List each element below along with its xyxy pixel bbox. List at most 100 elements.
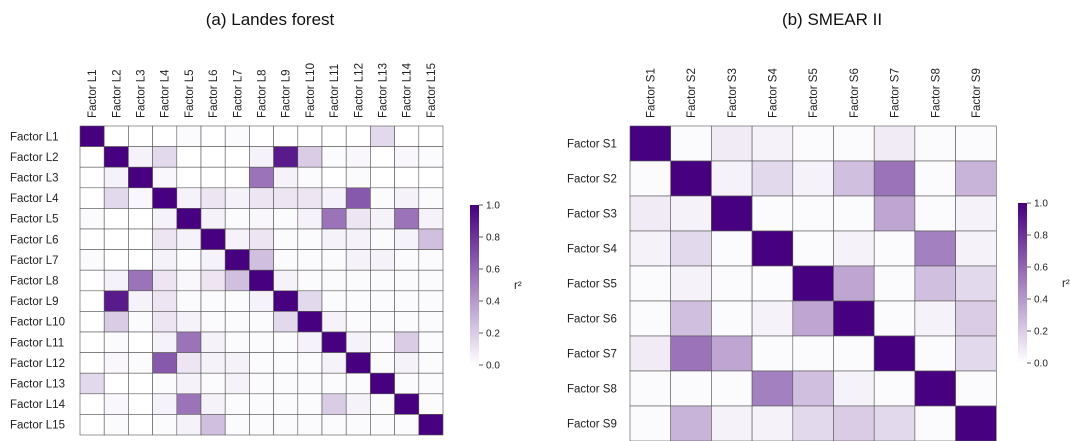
heatmap-cell-a-8-5 [176,269,202,292]
row-label-a-1: Factor L1 [10,131,59,143]
heatmap-cell-a-11-9 [273,331,299,353]
heatmap-cell-a-1-2 [103,125,129,147]
heatmap-cell-a-3-11 [321,166,347,189]
heatmap-cell-b-8-2 [670,370,712,407]
heatmap-cell-b-6-5 [792,300,834,337]
heatmap-cell-b-8-8 [914,370,956,407]
heatmap-cell-b-7-8 [914,335,956,372]
heatmap-cell-a-13-14 [394,372,420,395]
heatmap-cell-a-12-14 [394,352,420,374]
row-label-b-9: Factor S9 [567,419,617,431]
heatmap-cell-a-4-8 [249,187,274,209]
heatmap-cell-a-10-6 [200,311,226,333]
heatmap-cell-a-13-11 [321,372,347,395]
heatmap-cell-a-7-3 [128,249,153,271]
heatmap-cell-a-9-8 [249,290,274,312]
colorbar-a [470,205,479,365]
heatmap-cell-a-5-12 [345,208,371,230]
heatmap-cell-a-3-14 [394,166,420,189]
heatmap-cell-b-4-8 [914,230,956,267]
heatmap-cell-a-6-8 [249,228,274,250]
col-label-a-1: Factor L1 [87,69,99,118]
colorbar-tick-label-b-1: 0.2 [1034,327,1048,338]
heatmap-cell-a-2-13 [370,146,395,168]
heatmap-cell-b-9-6 [833,405,875,441]
heatmap-cell-b-1-7 [873,125,916,162]
heatmap-cell-a-2-14 [394,146,420,168]
heatmap-cell-a-1-1 [79,125,105,147]
heatmap-cell-a-1-6 [200,125,226,147]
heatmap-cell-a-15-10 [297,414,323,436]
heatmap-cell-b-1-2 [670,125,712,162]
heatmap-cell-a-7-10 [297,249,323,271]
col-label-b-6: Factor S6 [849,68,861,118]
row-label-a-13: Factor L13 [10,379,65,391]
heatmap-cell-a-14-14 [394,393,420,415]
heatmap-cell-b-4-7 [873,230,916,267]
heatmap-cell-a-2-9 [273,146,299,168]
colorbar-tick-label-b-0: 0.0 [1034,359,1048,370]
heatmap-cell-a-6-1 [79,228,105,250]
heatmap-cell-a-3-9 [273,166,299,189]
heatmap-cell-b-2-2 [670,160,712,197]
heatmap-cell-a-10-4 [152,311,178,333]
heatmap-cell-a-9-13 [370,290,395,312]
heatmap-cell-a-11-14 [394,331,420,353]
heatmap-cell-a-6-14 [394,228,420,250]
heatmap-cell-a-2-6 [200,146,226,168]
heatmap-cell-a-15-7 [224,414,250,436]
heatmap-cell-b-7-6 [833,335,875,372]
row-label-a-5: Factor L5 [10,214,59,226]
row-label-b-5: Factor S5 [567,279,617,291]
heatmap-cell-a-12-11 [321,352,347,374]
heatmap-cell-a-14-10 [297,393,323,415]
col-label-b-5: Factor S5 [808,68,820,118]
heatmap-cell-b-7-5 [792,335,834,372]
heatmap-cell-b-7-1 [629,335,672,372]
heatmap-cell-a-5-1 [79,208,105,230]
heatmap-cell-a-10-1 [79,311,105,333]
heatmap-cell-a-11-13 [370,331,395,353]
colorbar-b [1018,203,1027,363]
heatmap-cell-a-12-13 [370,352,395,374]
heatmap-cell-a-1-15 [418,125,444,147]
heatmap-cell-b-8-9 [955,370,997,407]
col-label-a-10: Factor L10 [305,63,317,118]
heatmap-cell-a-3-12 [345,166,371,189]
heatmap-cell-a-7-11 [321,249,347,271]
heatmap-cell-a-7-6 [200,249,226,271]
heatmap-cell-a-14-6 [200,393,226,415]
heatmap-cell-a-5-9 [273,208,299,230]
heatmap-cell-a-8-2 [103,269,129,292]
heatmap-cell-a-10-11 [321,311,347,333]
heatmap-cell-a-4-9 [273,187,299,209]
heatmap-cell-a-1-9 [273,125,299,147]
heatmap-cell-a-13-5 [176,372,202,395]
heatmap-cell-a-11-4 [152,331,178,353]
heatmap-cell-a-1-14 [394,125,420,147]
heatmap-cell-b-5-2 [670,265,712,302]
heatmap-cell-a-5-6 [200,208,226,230]
col-label-a-11: Factor L11 [329,64,341,118]
colorbar-tick-label-a-5: 1.0 [486,201,500,212]
colorbar-tick-label-b-2: 0.4 [1034,295,1048,306]
heatmap-cell-a-10-9 [273,311,299,333]
heatmap-cell-a-14-4 [152,393,178,415]
heatmap-cell-a-13-15 [418,372,444,395]
heatmap-cell-b-8-4 [751,370,794,407]
heatmap-cell-a-3-3 [128,166,153,189]
heatmap-cell-b-2-3 [711,160,753,197]
heatmap-cell-a-4-1 [79,187,105,209]
row-label-a-9: Factor L9 [10,296,59,308]
row-label-a-3: Factor L3 [10,173,59,185]
heatmap-cell-a-4-7 [224,187,250,209]
col-label-a-3: Factor L3 [136,69,148,118]
heatmap-cell-a-9-6 [200,290,226,312]
heatmap-cell-b-1-3 [711,125,753,162]
heatmap-cell-a-4-15 [418,187,444,209]
heatmap-cell-a-6-15 [418,228,444,250]
heatmap-cell-b-5-3 [711,265,753,302]
heatmap-cell-b-2-8 [914,160,956,197]
col-label-b-2: Factor S2 [686,68,698,118]
heatmap-cell-a-15-13 [370,414,395,436]
